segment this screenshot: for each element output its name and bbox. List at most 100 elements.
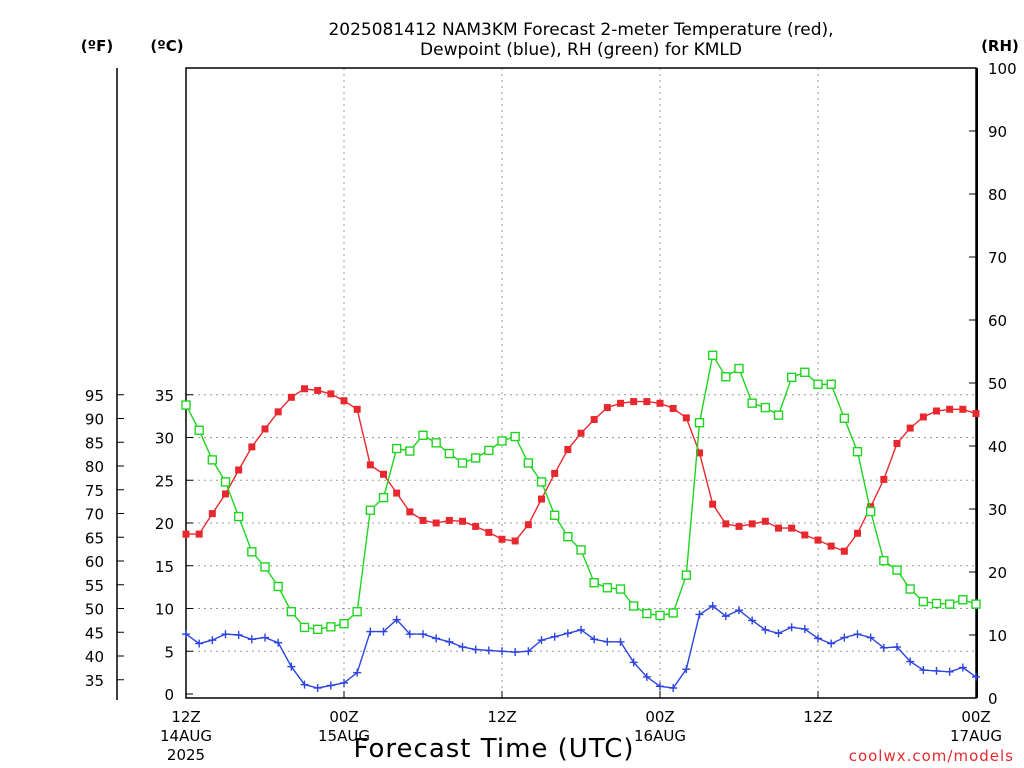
- rh-point: [800, 367, 810, 377]
- rh-point: [944, 599, 955, 609]
- dewpoint-point: [195, 639, 204, 648]
- temperature-point: [761, 517, 769, 525]
- rh-point: [642, 608, 652, 619]
- dewpoint-point: [313, 684, 322, 693]
- rh-point: [971, 599, 981, 609]
- rh-tick-label: 60: [988, 312, 1007, 330]
- dewpoint-point: [800, 625, 809, 634]
- dewpoint-point: [945, 667, 954, 676]
- rh-point: [786, 372, 797, 383]
- temperature-point: [577, 429, 585, 437]
- temperature-point: [248, 443, 256, 451]
- rh-axis-unit: (RH): [981, 37, 1019, 55]
- rh-point: [431, 438, 441, 448]
- dewpoint-point: [484, 646, 493, 655]
- dewpoint-point: [405, 630, 414, 639]
- rh-point: [655, 610, 665, 621]
- dewpoint-point: [774, 629, 783, 638]
- dewpoint-point: [274, 638, 283, 647]
- rh-point: [681, 570, 692, 580]
- dewpoint-point: [840, 633, 849, 642]
- temperature-point: [748, 520, 756, 528]
- temperature-point: [603, 404, 611, 412]
- temperature-point: [735, 522, 743, 530]
- rh-tick-label: 20: [988, 564, 1007, 582]
- rh-point: [918, 596, 929, 607]
- rh-point: [352, 606, 362, 617]
- rh-point: [694, 417, 705, 428]
- dewpoint-point: [932, 666, 941, 675]
- dewpoint-point: [787, 623, 796, 632]
- rh-point: [589, 578, 599, 588]
- x-tick-date: 14AUG: [160, 727, 212, 745]
- dewpoint-point: [366, 627, 375, 636]
- rh-point: [365, 505, 376, 515]
- temperature-point: [301, 385, 308, 393]
- celsius-tick-label: 15: [155, 558, 174, 576]
- temperature-point: [314, 386, 322, 394]
- rh-point: [826, 379, 836, 389]
- temperature-point: [801, 531, 809, 539]
- temperature-point: [933, 407, 940, 415]
- temperature-point: [840, 547, 848, 555]
- temperature-point: [880, 475, 888, 483]
- temperature-line: [186, 388, 977, 553]
- temperature-point: [972, 410, 980, 418]
- dewpoint-point: [919, 666, 928, 675]
- temperature-point: [406, 508, 414, 516]
- dewpoint-point: [866, 633, 875, 642]
- fahrenheit-tick-label: 45: [85, 624, 104, 642]
- dewpoint-point: [524, 647, 533, 656]
- x-tick-label: 12Z: [487, 708, 516, 726]
- dewpoint-point: [182, 630, 190, 639]
- rh-point: [405, 446, 415, 456]
- dewpoint-point: [287, 662, 296, 671]
- x-tick-label: 00Z: [961, 708, 990, 726]
- rh-point: [444, 448, 455, 459]
- fahrenheit-tick-label: 35: [85, 672, 104, 690]
- dewpoint-point: [261, 633, 269, 642]
- rh-point: [312, 624, 323, 635]
- temperature-point: [722, 520, 730, 528]
- rh-tick-label: 70: [988, 249, 1007, 267]
- temperature-point: [393, 489, 401, 497]
- temperature-point: [696, 449, 703, 457]
- rh-point: [497, 436, 507, 446]
- temperature-point: [459, 517, 466, 525]
- rh-tick-label: 0: [988, 690, 998, 708]
- temperature-point: [353, 405, 361, 413]
- rh-point: [905, 584, 915, 594]
- x-tick-label: 12Z: [803, 708, 832, 726]
- chart-title-line2: Dewpoint (blue), RH (green) for KMLD: [420, 40, 742, 60]
- dewpoint-point: [445, 637, 454, 646]
- rh-tick-label: 30: [988, 501, 1007, 519]
- tick-labels: 3540455055606570758085909505101520253035…: [85, 60, 1017, 764]
- temperature-point: [274, 408, 282, 416]
- temperature-point: [538, 495, 545, 503]
- dewpoint-point: [616, 637, 625, 646]
- rh-point: [260, 562, 270, 572]
- fahrenheit-tick-label: 90: [85, 411, 104, 429]
- dewpoint-point: [748, 616, 757, 625]
- temperature-point: [287, 393, 295, 401]
- temperature-point: [485, 528, 493, 536]
- temperature-point: [617, 399, 624, 407]
- dewpoint-point: [879, 643, 888, 652]
- dewpoint-point: [590, 635, 599, 644]
- dewpoint-line: [185, 605, 977, 689]
- celsius-tick-label: 0: [164, 686, 174, 704]
- temperature-point: [235, 466, 243, 474]
- temperature-point: [946, 405, 954, 413]
- temperature-point: [340, 397, 348, 405]
- rh-point: [549, 510, 560, 520]
- rh-point: [747, 398, 757, 408]
- temperature-point: [327, 390, 335, 398]
- fahrenheit-tick-label: 40: [85, 648, 104, 666]
- temperature-point: [959, 405, 967, 413]
- rh-point: [484, 445, 494, 456]
- rh-point: [299, 622, 310, 633]
- fahrenheit-tick-label: 95: [85, 387, 104, 405]
- rh-point: [563, 532, 573, 542]
- dewpoint-point: [893, 642, 901, 651]
- rh-point: [721, 372, 731, 382]
